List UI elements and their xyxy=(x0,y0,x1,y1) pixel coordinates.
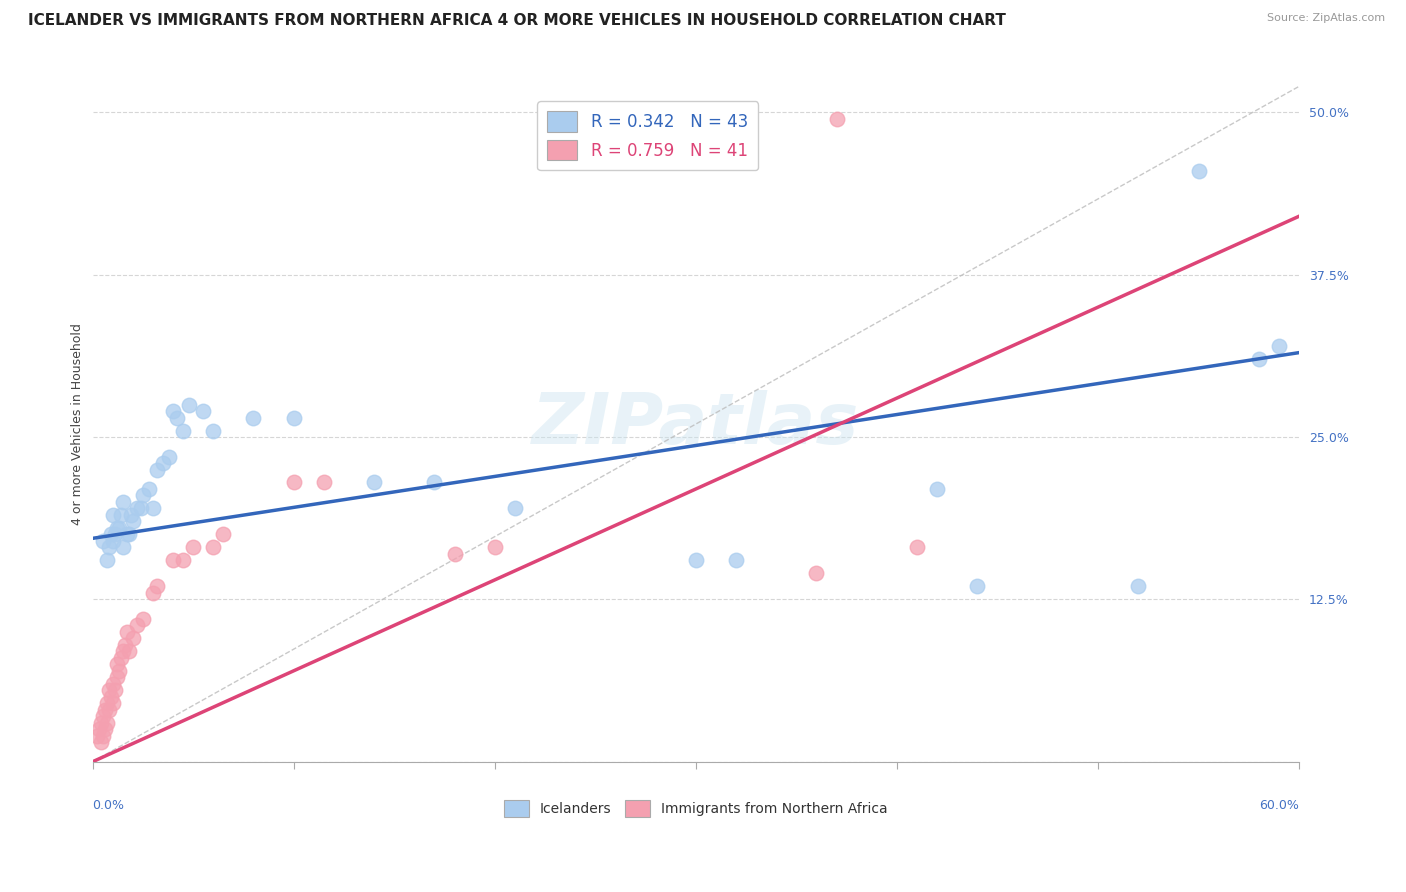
Point xyxy=(96,553,118,567)
Point xyxy=(86,729,108,743)
Point xyxy=(110,508,132,522)
Point xyxy=(363,475,385,490)
Point xyxy=(101,677,124,691)
Point xyxy=(125,618,148,632)
Point xyxy=(96,696,118,710)
Point xyxy=(90,735,112,749)
Text: ZIPatlas: ZIPatlas xyxy=(531,390,859,458)
Point xyxy=(172,553,194,567)
Point xyxy=(725,553,748,567)
Point xyxy=(242,410,264,425)
Point xyxy=(111,644,134,658)
Point xyxy=(107,664,129,678)
Point xyxy=(423,475,446,490)
Point xyxy=(121,632,143,646)
Point xyxy=(193,404,215,418)
Point xyxy=(146,462,169,476)
Text: 60.0%: 60.0% xyxy=(1260,799,1299,812)
Point xyxy=(97,683,120,698)
Point xyxy=(825,112,848,126)
Point xyxy=(90,715,112,730)
Point xyxy=(146,579,169,593)
Point xyxy=(91,729,114,743)
Point xyxy=(105,657,128,672)
Point xyxy=(105,670,128,684)
Point xyxy=(166,410,188,425)
Point xyxy=(202,424,225,438)
Point xyxy=(1128,579,1150,593)
Point xyxy=(177,398,200,412)
Point xyxy=(283,475,305,490)
Point xyxy=(100,527,122,541)
Point xyxy=(1247,352,1270,367)
Point xyxy=(1268,339,1291,353)
Point xyxy=(181,541,204,555)
Point xyxy=(118,644,141,658)
Point xyxy=(100,690,122,704)
Point xyxy=(172,424,194,438)
Point xyxy=(1187,163,1209,178)
Point xyxy=(115,527,138,541)
Point xyxy=(121,515,143,529)
Point xyxy=(107,521,129,535)
Point xyxy=(101,696,124,710)
Point xyxy=(484,541,506,555)
Point xyxy=(111,495,134,509)
Point xyxy=(120,508,142,522)
Point xyxy=(97,541,120,555)
Point xyxy=(125,501,148,516)
Point xyxy=(93,703,115,717)
Point xyxy=(905,541,928,555)
Point xyxy=(503,501,526,516)
Point xyxy=(111,541,134,555)
Point xyxy=(142,501,165,516)
Point xyxy=(104,527,127,541)
Point xyxy=(132,612,155,626)
Point xyxy=(162,553,184,567)
Text: Source: ZipAtlas.com: Source: ZipAtlas.com xyxy=(1267,13,1385,23)
Point xyxy=(162,404,184,418)
Point xyxy=(966,579,988,593)
Point xyxy=(283,410,305,425)
Legend: Icelanders, Immigrants from Northern Africa: Icelanders, Immigrants from Northern Afr… xyxy=(498,794,894,822)
Point xyxy=(157,450,180,464)
Point xyxy=(132,488,155,502)
Point xyxy=(142,586,165,600)
Point xyxy=(93,723,115,737)
Point xyxy=(202,541,225,555)
Point xyxy=(105,521,128,535)
Point xyxy=(806,566,828,581)
Point xyxy=(129,501,152,516)
Point xyxy=(91,709,114,723)
Text: ICELANDER VS IMMIGRANTS FROM NORTHERN AFRICA 4 OR MORE VEHICLES IN HOUSEHOLD COR: ICELANDER VS IMMIGRANTS FROM NORTHERN AF… xyxy=(28,13,1007,29)
Point xyxy=(114,638,136,652)
Point xyxy=(104,683,127,698)
Point xyxy=(118,527,141,541)
Point xyxy=(138,482,160,496)
Point xyxy=(87,723,110,737)
Point xyxy=(97,703,120,717)
Y-axis label: 4 or more Vehicles in Household: 4 or more Vehicles in Household xyxy=(72,323,84,525)
Point xyxy=(152,456,174,470)
Text: 0.0%: 0.0% xyxy=(93,799,125,812)
Point xyxy=(685,553,707,567)
Point xyxy=(312,475,335,490)
Point xyxy=(443,547,465,561)
Point xyxy=(96,715,118,730)
Point xyxy=(101,508,124,522)
Point xyxy=(115,624,138,639)
Point xyxy=(212,527,235,541)
Point xyxy=(110,650,132,665)
Point xyxy=(91,533,114,548)
Point xyxy=(101,533,124,548)
Point xyxy=(927,482,949,496)
